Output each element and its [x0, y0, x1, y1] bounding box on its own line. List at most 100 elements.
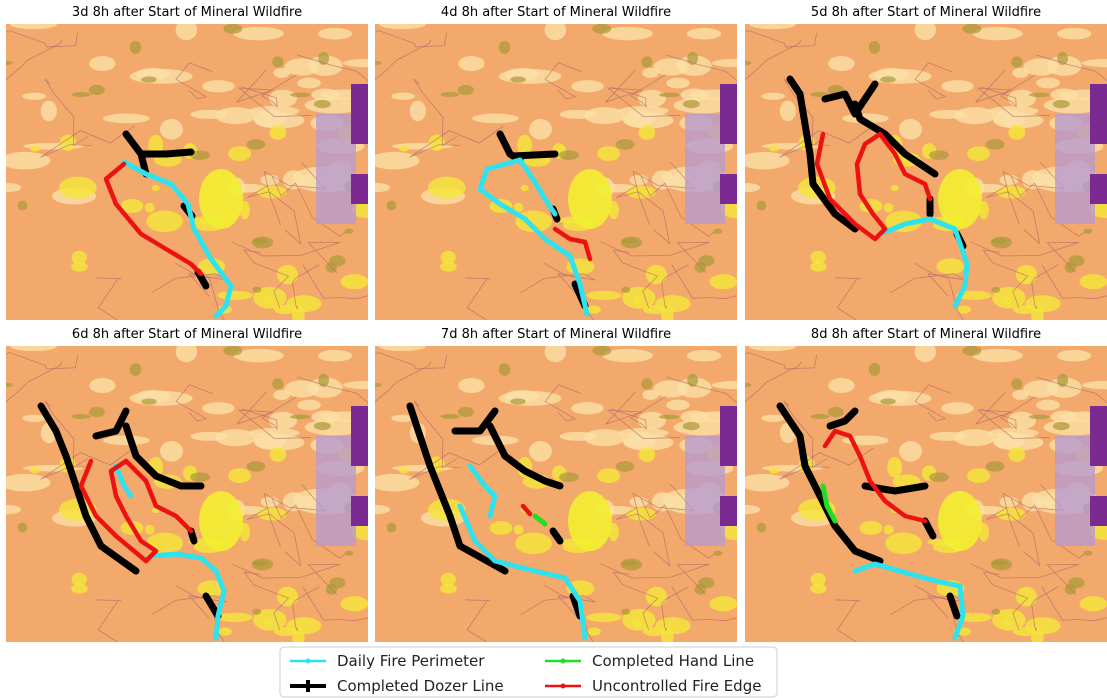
terrain-yellow — [146, 211, 183, 233]
legend-label: Daily Fire Perimeter — [337, 652, 485, 670]
terrain-yellow — [490, 521, 513, 535]
urban-area — [720, 496, 737, 526]
terrain-light — [899, 441, 922, 462]
terrain-yellow — [626, 186, 656, 199]
terrain-green — [1011, 378, 1022, 389]
terrain-green — [992, 561, 1008, 566]
terrain-light — [941, 402, 974, 414]
page: 3d 8h after Start of Mineral Wildfire4d … — [0, 0, 1107, 698]
terrain-green — [592, 346, 611, 356]
terrain-light — [571, 80, 604, 92]
urban-area — [1090, 496, 1107, 526]
terrain-green — [387, 523, 397, 533]
legend-label: Completed Dozer Line — [337, 677, 504, 695]
terrain-light — [761, 93, 785, 100]
urban-area — [1055, 114, 1095, 224]
terrain-yellow — [967, 468, 990, 483]
terrain-green — [190, 472, 210, 482]
map-panel — [709, 341, 1107, 681]
panel-title: 3d 8h after Start of Mineral Wildfire — [72, 5, 302, 20]
terrain-green — [18, 201, 28, 211]
terrain-green — [929, 150, 949, 160]
terrain-light — [318, 350, 352, 362]
terrain-yellow — [199, 491, 243, 551]
terrain-yellow — [1079, 274, 1107, 289]
terrain-green — [811, 414, 830, 419]
terrain-green — [0, 61, 12, 65]
terrain-yellow — [521, 185, 529, 191]
terrain-light — [988, 106, 1038, 116]
terrain-light — [988, 428, 1038, 438]
terrain-yellow — [217, 291, 253, 300]
terrain-green — [683, 422, 700, 430]
terrain-green — [345, 229, 354, 234]
terrain-yellow — [626, 508, 656, 521]
terrain-yellow — [286, 295, 321, 312]
terrain-light — [391, 93, 415, 100]
terrain-light — [571, 402, 604, 414]
terrain-light — [666, 78, 690, 89]
terrain-yellow — [597, 468, 620, 483]
terrain-green — [1053, 422, 1070, 430]
terrain-yellow — [1079, 596, 1107, 611]
terrain-green — [962, 24, 981, 34]
terrain-yellow — [597, 146, 620, 161]
terrain-green — [621, 287, 630, 293]
terrain-yellow — [885, 533, 922, 555]
terrain-light — [749, 341, 796, 351]
terrain-light — [828, 56, 854, 71]
terrain-light — [318, 28, 352, 40]
terrain-yellow — [269, 125, 286, 140]
terrain-green — [89, 85, 105, 95]
terrain-green — [290, 93, 310, 98]
legend-label: Completed Hand Line — [592, 652, 754, 670]
terrain-yellow — [661, 627, 674, 648]
terrain-yellow — [72, 573, 87, 586]
terrain-light — [680, 410, 708, 422]
terrain-green — [345, 551, 354, 556]
terrain-light — [10, 19, 57, 29]
terrain-green — [387, 201, 397, 211]
terrain-light — [269, 412, 297, 430]
terrain-green — [130, 41, 141, 54]
panel-title: 5d 8h after Start of Mineral Wildfire — [811, 5, 1041, 20]
terrain-green — [1084, 551, 1093, 556]
terrain-yellow — [769, 467, 780, 473]
terrain-light — [545, 19, 567, 40]
terrain-green — [621, 609, 630, 615]
terrain-light — [22, 93, 46, 100]
terrain-green — [659, 415, 679, 420]
terrain-light — [687, 28, 721, 40]
terrain-yellow — [769, 145, 780, 151]
terrain-yellow — [568, 491, 612, 551]
terrain-yellow — [568, 169, 612, 229]
terrain-light — [1050, 410, 1078, 422]
legend-label: Uncontrolled Fire Edge — [592, 677, 761, 695]
terrain-yellow — [709, 596, 737, 611]
terrain-yellow — [938, 491, 982, 551]
terrain-light — [738, 474, 789, 491]
terrain-yellow — [1016, 587, 1037, 607]
terrain-green — [880, 76, 895, 82]
terrain-yellow — [891, 185, 899, 191]
figure: 3d 8h after Start of Mineral Wildfire4d … — [0, 0, 1107, 698]
terrain-green — [1053, 100, 1070, 108]
terrain-yellow — [399, 145, 410, 151]
terrain-green — [141, 398, 156, 404]
urban-area — [685, 436, 725, 546]
terrain-light — [176, 341, 198, 362]
terrain-light — [1012, 390, 1029, 400]
terrain-yellow — [1025, 617, 1060, 634]
terrain-green — [986, 139, 1005, 150]
legend-marker — [306, 659, 311, 664]
terrain-light — [269, 90, 297, 108]
terrain-yellow — [587, 627, 601, 635]
terrain-light — [41, 101, 57, 122]
terrain-green — [252, 287, 261, 293]
terrain-green — [252, 609, 261, 615]
terrain-green — [272, 56, 283, 67]
terrain-light — [1008, 412, 1036, 430]
terrain-green — [929, 472, 949, 482]
terrain-yellow — [1031, 627, 1044, 648]
terrain-green — [253, 239, 269, 244]
